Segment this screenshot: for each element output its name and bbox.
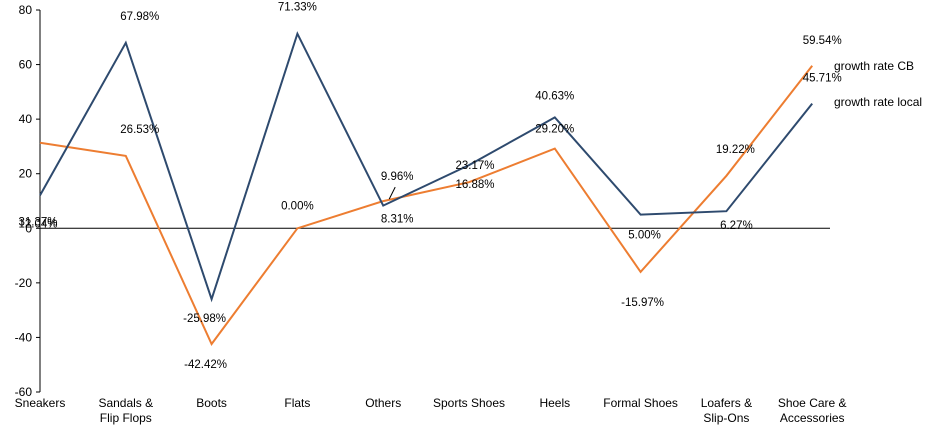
- data-label: 45.71%: [803, 73, 842, 85]
- legend: growth rate CB growth rate local: [834, 59, 922, 109]
- series-line: [39, 31, 813, 303]
- x-category-label: Sneakers: [15, 396, 66, 410]
- x-category-label: Shoe Care & Accessories: [778, 396, 847, 425]
- x-category-label: Flats: [284, 396, 310, 410]
- data-label: 59.54%: [803, 35, 842, 47]
- data-labels: 31.37% 26.53% -42.42% 0.00% 9.96% 16.88% 29.20…: [18, 2, 841, 371]
- data-label: 29.20%: [535, 124, 574, 136]
- data-label: 6.27%: [720, 220, 753, 232]
- data-label: -25.98%: [183, 313, 226, 325]
- data-label: 23.17%: [455, 160, 494, 172]
- y-tick-label: 40: [19, 112, 33, 126]
- x-category-label: Heels: [539, 396, 570, 410]
- y-tick-label: 0: [25, 221, 32, 235]
- y-tick-label: 80: [19, 3, 33, 17]
- x-category-label: Sports Shoes: [433, 396, 505, 410]
- data-label: 31.37%: [18, 217, 57, 229]
- data-label: 5.00%: [628, 230, 661, 242]
- y-tick-label: -20: [15, 276, 33, 290]
- data-label: 9.96%: [381, 171, 414, 183]
- x-category-labels: Sneakers Sandals & Flip Flops Boots Flats Oth…: [15, 396, 847, 425]
- x-category-label: Boots: [196, 396, 227, 410]
- data-label: 71.33%: [278, 2, 317, 14]
- x-category-label: Sandals & Flip Flops: [98, 396, 153, 425]
- legend-entry: growth rate local: [834, 95, 922, 109]
- data-label: -15.97%: [621, 297, 664, 309]
- series-lines: [39, 31, 813, 346]
- y-tick-label: 20: [19, 167, 33, 181]
- data-label: 40.63%: [535, 90, 574, 102]
- label-leader-line: [388, 186, 396, 200]
- data-label: 16.88%: [455, 179, 494, 191]
- x-category-label: Others: [365, 396, 401, 410]
- y-tick-label: -60: [15, 385, 33, 399]
- y-tick-label: -40: [15, 330, 33, 344]
- data-label: 12.04%: [18, 218, 57, 230]
- data-label: 26.53%: [120, 124, 159, 136]
- legend-entry: growth rate CB: [834, 59, 914, 73]
- data-label: 67.98%: [120, 11, 159, 23]
- axes: [36, 9, 830, 393]
- data-label: 8.31%: [381, 214, 414, 226]
- y-tick-label: 60: [19, 58, 33, 72]
- x-category-label: Loafers & Slip-Ons: [701, 396, 752, 425]
- data-label: -42.42%: [184, 359, 227, 371]
- x-category-label: Formal Shoes: [603, 396, 678, 410]
- data-label: 19.22%: [716, 144, 755, 156]
- y-tick-labels: 80 60 40 20 0 -20 -40 -60: [15, 3, 33, 399]
- data-label: 0.00%: [281, 200, 314, 212]
- series-line: [39, 65, 813, 346]
